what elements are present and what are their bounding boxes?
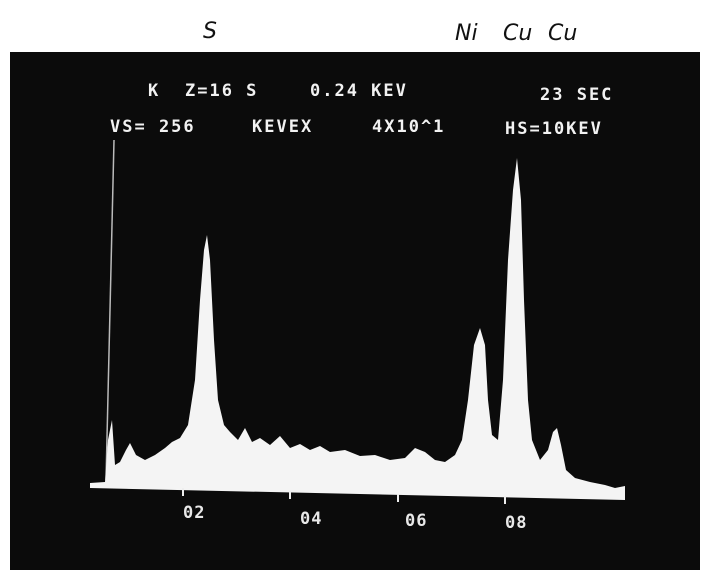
screenshot: S Ni Cu Cu K Z=16 S 0.24 KEV 23 SEC VS= … — [0, 0, 706, 577]
screen-text: K — [148, 81, 160, 101]
peak-label: Cu — [503, 21, 532, 46]
peak-label: S — [203, 19, 217, 44]
axis-label: 08 — [505, 513, 527, 533]
screen-text: HS=10KEV — [505, 119, 603, 139]
peak-label: Ni — [455, 21, 478, 46]
screen-text: VS= 256 — [110, 117, 196, 137]
screen-text: 0.24 KEV — [310, 81, 408, 101]
page: S Ni Cu Cu K Z=16 S 0.24 KEV 23 SEC VS= … — [0, 0, 706, 577]
peak-label: Cu — [548, 21, 577, 46]
screen-text: Z=16 S — [185, 81, 258, 101]
axis-label: 02 — [183, 503, 205, 523]
axis-label: 04 — [300, 509, 322, 529]
screen-text: 4X10^1 — [372, 117, 445, 137]
screen-text: KEVEX — [252, 117, 313, 137]
screen-text: 23 SEC — [540, 85, 613, 105]
axis-label: 06 — [405, 511, 427, 531]
